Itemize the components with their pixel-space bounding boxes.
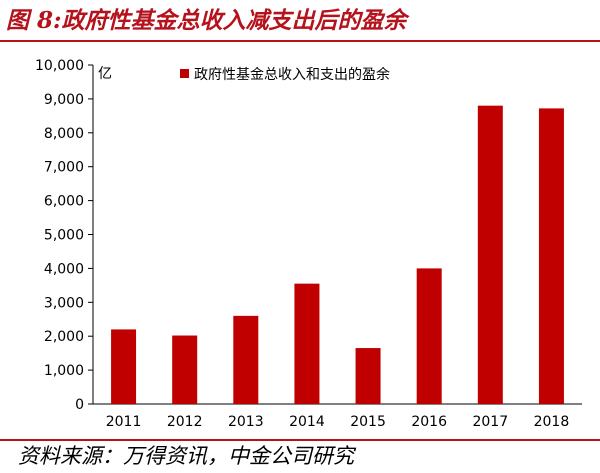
- x-tick-label: 2011: [106, 414, 142, 430]
- y-tick-label: 9,000: [44, 92, 84, 108]
- top-divider: [0, 40, 600, 42]
- y-tick-label: 3,000: [44, 295, 84, 311]
- x-tick-label: 2014: [289, 414, 325, 430]
- y-tick-label: 7,000: [44, 160, 84, 176]
- y-tick-label: 5,000: [44, 228, 84, 244]
- x-tick-label: 2015: [350, 414, 386, 430]
- x-tick-label: 2013: [228, 414, 264, 430]
- bar-2013: [233, 315, 259, 404]
- bar-2011: [111, 329, 137, 404]
- y-tick-label: 4,000: [44, 261, 84, 277]
- y-tick-label: 0: [75, 397, 84, 413]
- legend-swatch: [180, 69, 189, 78]
- figure-title: 图 8:政府性基金总收入减支出后的盈余: [6, 7, 407, 34]
- source-note: 资料来源：万得资讯，中金公司研究: [18, 444, 354, 468]
- bar-2015: [355, 348, 381, 404]
- y-tick-label: 6,000: [44, 194, 84, 210]
- y-tick-label: 10,000: [35, 58, 84, 74]
- x-tick-label: 2016: [411, 414, 447, 430]
- x-tick-label: 2012: [167, 414, 203, 430]
- bar-2017: [477, 105, 503, 405]
- y-tick-label: 2,000: [44, 329, 84, 345]
- bar-2018: [538, 108, 564, 404]
- bars: [111, 105, 564, 405]
- bar-2012: [172, 335, 198, 404]
- y-ticks: 0 1,000 2,000 3,000 4,000 5,000 6,000 7,000 8,00…: [35, 58, 93, 413]
- x-tick-label: 2018: [534, 414, 570, 430]
- y-tick-label: 8,000: [44, 126, 84, 142]
- legend: 政府性基金总收入和支出的盈余: [180, 66, 390, 83]
- bar-2014: [294, 283, 320, 404]
- bottom-divider: [0, 439, 600, 441]
- y-tick-label: 1,000: [44, 363, 84, 379]
- x-ticks: 2011 2012 2013 2014 2015 2016 2017 2018: [106, 414, 570, 430]
- x-tick-label: 2017: [472, 414, 508, 430]
- legend-label: 政府性基金总收入和支出的盈余: [194, 66, 390, 83]
- y-axis-unit: 亿: [98, 66, 112, 82]
- bar-2016: [416, 268, 442, 404]
